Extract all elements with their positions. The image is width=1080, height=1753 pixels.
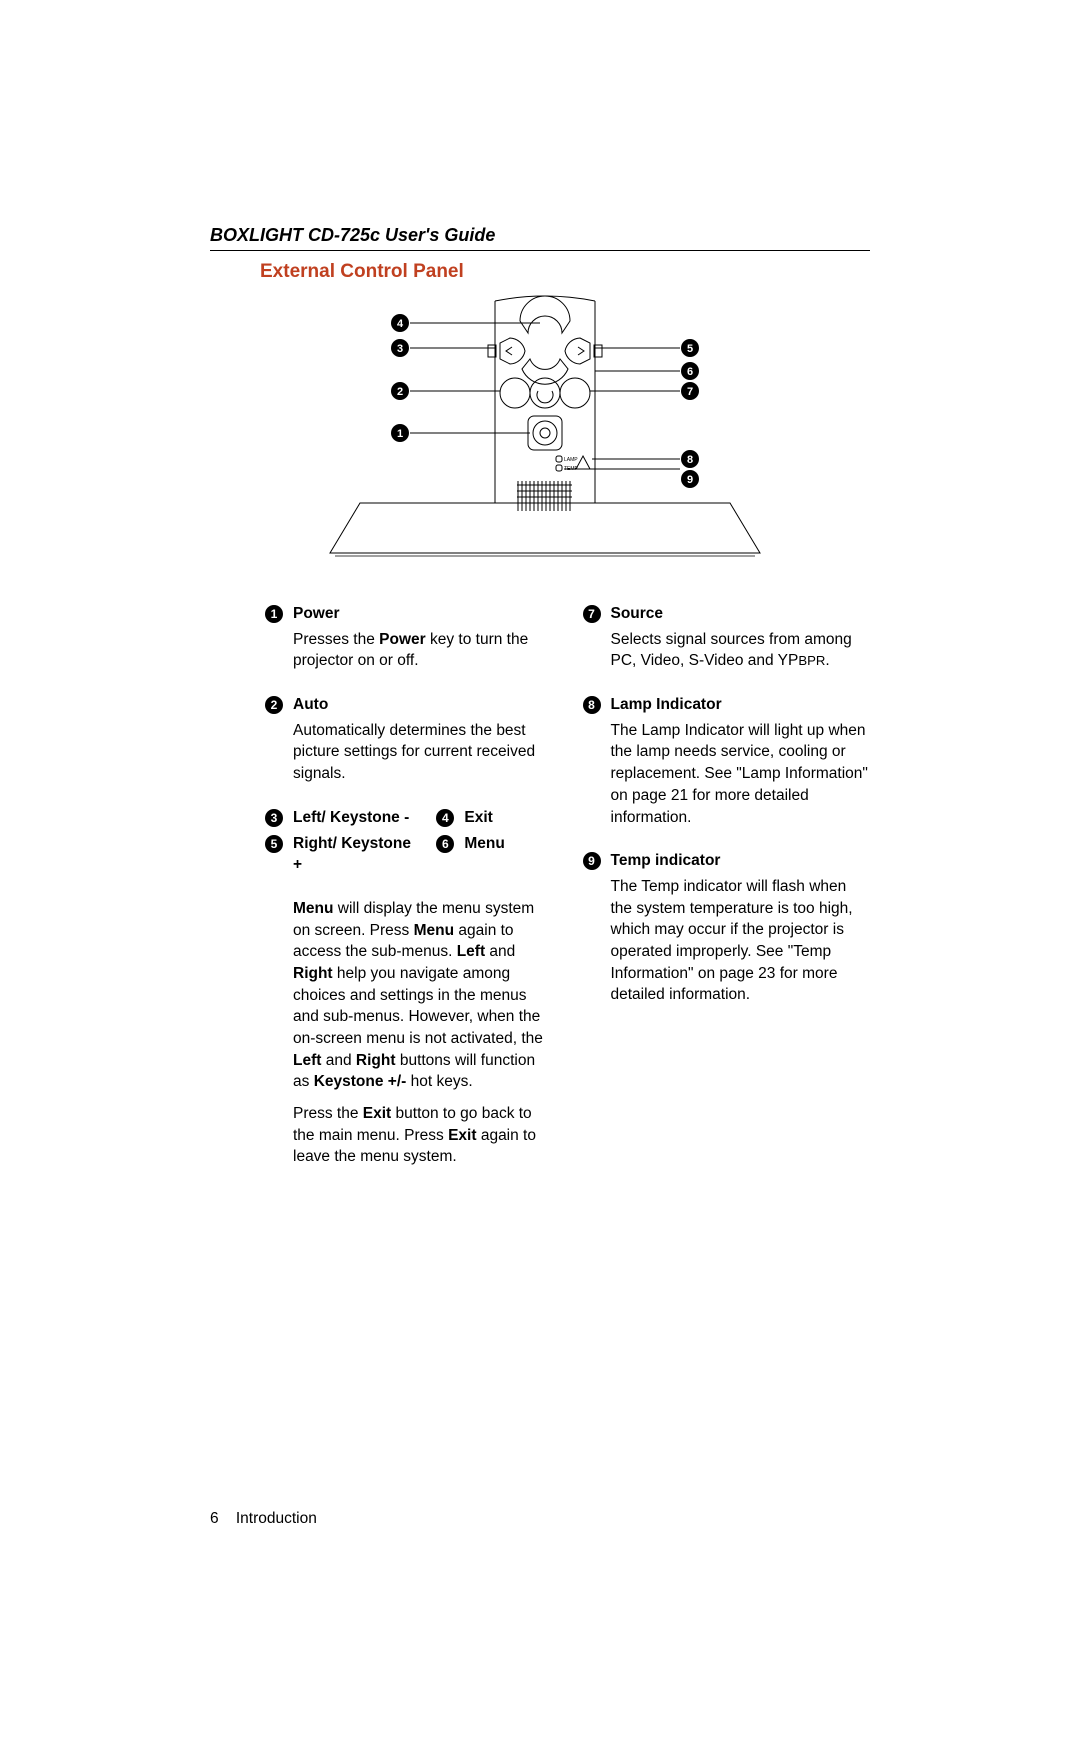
svg-text:7: 7: [687, 386, 693, 398]
exit-paragraph: Press the Exit button to go back to the …: [265, 1103, 553, 1168]
description-columns: 1 Power Presses the Power key to turn th…: [265, 603, 870, 1178]
item-row-keystone2: 5 Right/ Keystone + 6 Menu: [265, 833, 553, 880]
svg-text:9: 9: [687, 474, 693, 486]
item-temp: 9 Temp indicator The Temp indicator will…: [583, 850, 871, 1006]
page-number: 6: [210, 1510, 219, 1527]
item-title: Right/ Keystone +: [293, 833, 416, 876]
section-title: External Control Panel: [260, 261, 870, 283]
num-circle: 1: [265, 605, 283, 623]
header-divider: [210, 250, 870, 251]
num-circle: 9: [583, 852, 601, 870]
item-title: Lamp Indicator: [611, 694, 871, 716]
item-power: 1 Power Presses the Power key to turn th…: [265, 603, 553, 672]
item-title: Auto: [293, 694, 553, 716]
item-title: Power: [293, 603, 553, 625]
item-row-keystone1: 3 Left/ Keystone - 4 Exit: [265, 807, 553, 833]
item-body: Presses the Power key to turn the projec…: [293, 629, 553, 672]
control-panel-diagram: LAMP TEMP 4 3 2 1 5 6 7 8 9: [300, 293, 780, 568]
temp-label: TEMP: [564, 466, 579, 472]
right-column: 7 Source Selects signal sources from amo…: [583, 603, 871, 1178]
num-circle: 6: [436, 835, 454, 853]
svg-text:4: 4: [397, 318, 404, 330]
item-body: The Temp indicator will flash when the s…: [611, 876, 871, 1006]
footer-label: Introduction: [236, 1510, 317, 1527]
svg-text:6: 6: [687, 366, 693, 378]
left-column: 1 Power Presses the Power key to turn th…: [265, 603, 553, 1178]
num-circle: 7: [583, 605, 601, 623]
diagram-container: LAMP TEMP 4 3 2 1 5 6 7 8 9: [210, 293, 870, 573]
item-title: Source: [611, 603, 871, 625]
svg-text:1: 1: [397, 428, 403, 440]
num-circle: 2: [265, 696, 283, 714]
item-title: Menu: [464, 833, 552, 855]
svg-text:3: 3: [397, 343, 403, 355]
item-auto: 2 Auto Automatically determines the best…: [265, 694, 553, 785]
item-title: Exit: [464, 807, 552, 829]
item-title: Temp indicator: [611, 850, 871, 872]
menu-paragraph: Menu will display the menu system on scr…: [265, 898, 553, 1093]
item-body: Selects signal sources from among PC, Vi…: [611, 629, 871, 672]
item-body: Automatically determines the best pictur…: [293, 720, 553, 785]
page-footer: 6 Introduction: [210, 1510, 317, 1528]
svg-text:2: 2: [397, 386, 403, 398]
item-title: Left/ Keystone -: [293, 807, 416, 829]
header-title: BOXLIGHT CD-725c User's Guide: [210, 225, 870, 250]
svg-text:8: 8: [687, 454, 693, 466]
num-circle: 8: [583, 696, 601, 714]
item-body: The Lamp Indicator will light up when th…: [611, 720, 871, 828]
num-circle: 5: [265, 835, 283, 853]
item-lamp: 8 Lamp Indicator The Lamp Indicator will…: [583, 694, 871, 828]
item-source: 7 Source Selects signal sources from amo…: [583, 603, 871, 672]
num-circle: 4: [436, 809, 454, 827]
svg-text:5: 5: [687, 343, 693, 355]
lamp-label: LAMP: [564, 457, 578, 463]
num-circle: 3: [265, 809, 283, 827]
